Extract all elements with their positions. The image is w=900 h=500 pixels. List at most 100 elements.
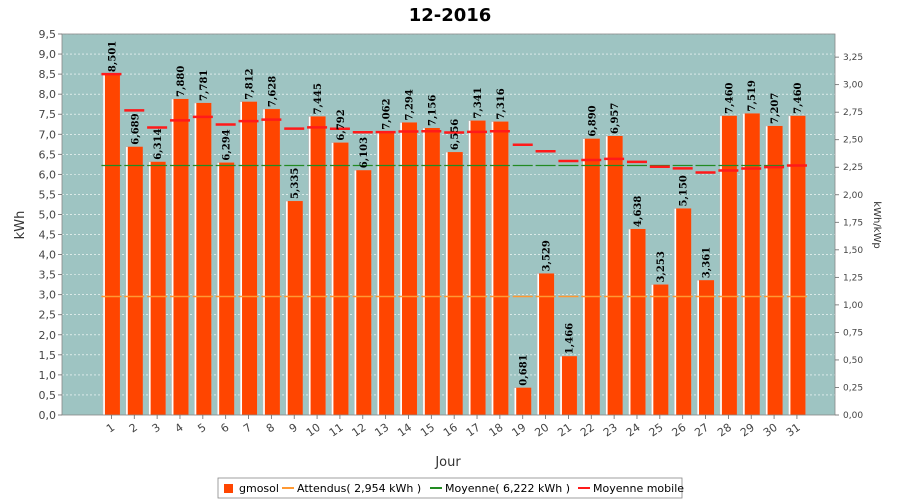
line-series — [101, 72, 807, 298]
bar — [196, 102, 212, 415]
data-label: 3,529 — [542, 240, 553, 271]
data-label: 0,681 — [519, 354, 530, 385]
x-tick-label: 22 — [578, 421, 597, 440]
bar — [699, 280, 715, 415]
y2-tick-label: 1,00 — [843, 301, 863, 311]
data-label: 7,812 — [245, 68, 256, 99]
y2-tick-label: 0,25 — [843, 383, 863, 393]
bar — [264, 109, 280, 415]
data-label: 1,466 — [564, 323, 575, 354]
y2-tick-label: 1,50 — [843, 246, 863, 256]
x-tick-label: 10 — [304, 421, 323, 440]
x-tick-label: 4 — [173, 421, 186, 436]
data-label: 6,890 — [587, 105, 598, 136]
legend-label: Moyenne mobile — [593, 482, 684, 495]
y-tick-label: 5,5 — [39, 188, 57, 201]
bar — [127, 146, 143, 415]
y2-tick-label: 3,25 — [843, 53, 863, 63]
bar — [379, 131, 395, 416]
data-label: 5,150 — [679, 175, 690, 206]
x-tick-label: 29 — [738, 421, 757, 440]
y-tick-label: 5,0 — [39, 208, 57, 221]
x-tick-label: 26 — [669, 421, 688, 440]
y-tick-label: 6,0 — [39, 168, 57, 181]
y-tick-label: 4,0 — [39, 249, 57, 262]
x-tick-label: 12 — [350, 421, 369, 440]
y-tick-label: 3,0 — [39, 289, 57, 302]
y-tick-label: 8,5 — [39, 68, 57, 81]
y2-tick-label: 2,50 — [843, 136, 863, 146]
bar — [584, 138, 600, 415]
x-tick-label: 31 — [784, 421, 803, 440]
bar — [219, 162, 235, 415]
bar — [607, 135, 623, 416]
data-label: 6,103 — [359, 137, 370, 168]
x-tick-label: 7 — [241, 421, 254, 436]
y-tick-label: 7,5 — [39, 108, 57, 121]
x-axis-label: Jour — [434, 455, 461, 470]
x-tick-label: 11 — [327, 421, 346, 440]
data-label: 7,781 — [199, 70, 210, 101]
bar — [721, 115, 737, 416]
x-tick-label: 19 — [510, 421, 529, 440]
data-labels: 8,501 6,689 6,314 7,880 7,781 6,294 7,812 7,628… — [107, 41, 804, 386]
y-tick-label: 6,5 — [39, 148, 57, 161]
y-tick-label: 8,0 — [39, 88, 57, 101]
y-tick-label: 1,0 — [39, 369, 57, 382]
bar — [790, 115, 806, 416]
legend-box — [217, 477, 683, 499]
y-tick-label: 2,5 — [39, 309, 57, 322]
y2-tick-label: 0,00 — [843, 411, 863, 421]
chart-title: 12-2016 — [409, 5, 492, 26]
y-tick-label: 1,5 — [39, 349, 57, 362]
bar — [287, 201, 303, 415]
data-label: 4,638 — [633, 196, 644, 227]
x-tick-label: 23 — [601, 421, 620, 440]
y-tick-label: 2,0 — [39, 329, 57, 342]
y2-tick-label: 2,75 — [843, 108, 863, 118]
bar — [104, 74, 120, 415]
bar — [630, 228, 646, 415]
data-label: 7,062 — [382, 98, 393, 129]
bar — [653, 284, 669, 415]
y-axis-label: kWh — [13, 211, 28, 240]
x-axis-ticks: 1 2 3 4 5 6 7 8 9 10 11 12 13 14 15 16 17 18 19 20 21 22 23 24 2… — [104, 415, 803, 439]
bar — [767, 125, 783, 415]
y2-tick-label: 1,75 — [843, 218, 863, 228]
x-tick-label: 3 — [150, 421, 163, 436]
y2-tick-label: 0,75 — [843, 328, 863, 338]
bar — [447, 152, 463, 416]
bar — [516, 387, 532, 415]
data-label: 7,460 — [793, 82, 804, 113]
y-axis-ticks: 0,0 0,5 1,0 1,5 2,0 2,5 3,0 3,5 4,0 4,5 5,0 5,5 6,0 6… — [39, 28, 62, 422]
bar — [333, 142, 349, 416]
data-label: 3,253 — [656, 251, 667, 282]
data-label: 7,445 — [313, 83, 324, 114]
y2-tick-label: 3,00 — [843, 81, 863, 91]
bar — [744, 113, 760, 416]
data-label: 7,519 — [747, 80, 758, 111]
plot-border — [61, 33, 836, 416]
y-tick-label: 4,5 — [39, 229, 57, 242]
data-label: 7,207 — [770, 93, 781, 124]
x-tick-label: 2 — [127, 421, 140, 436]
y2-axis-label: kWh/kWp — [871, 201, 882, 248]
data-label: 7,628 — [267, 76, 278, 107]
y2-tick-label: 2,00 — [843, 191, 863, 201]
x-tick-label: 30 — [761, 421, 780, 440]
x-tick-label: 16 — [441, 421, 460, 440]
bar — [173, 98, 189, 416]
x-tick-label: 14 — [395, 421, 414, 440]
legend-label: Moyenne( 6,222 kWh ) — [445, 482, 570, 495]
y2-axis-ticks: 0,00 0,25 0,50 0,75 1,00 1,25 1,50 1,75 2,00 2,25… — [835, 53, 863, 421]
bar — [150, 161, 166, 415]
y-tick-label: 9,0 — [39, 48, 57, 61]
x-tick-label: 18 — [487, 421, 506, 440]
data-label: 7,341 — [473, 87, 484, 118]
data-label: 7,316 — [496, 88, 507, 119]
data-label: 6,957 — [610, 103, 621, 134]
bar — [676, 208, 692, 415]
x-tick-label: 21 — [555, 421, 574, 440]
bar — [310, 116, 326, 415]
